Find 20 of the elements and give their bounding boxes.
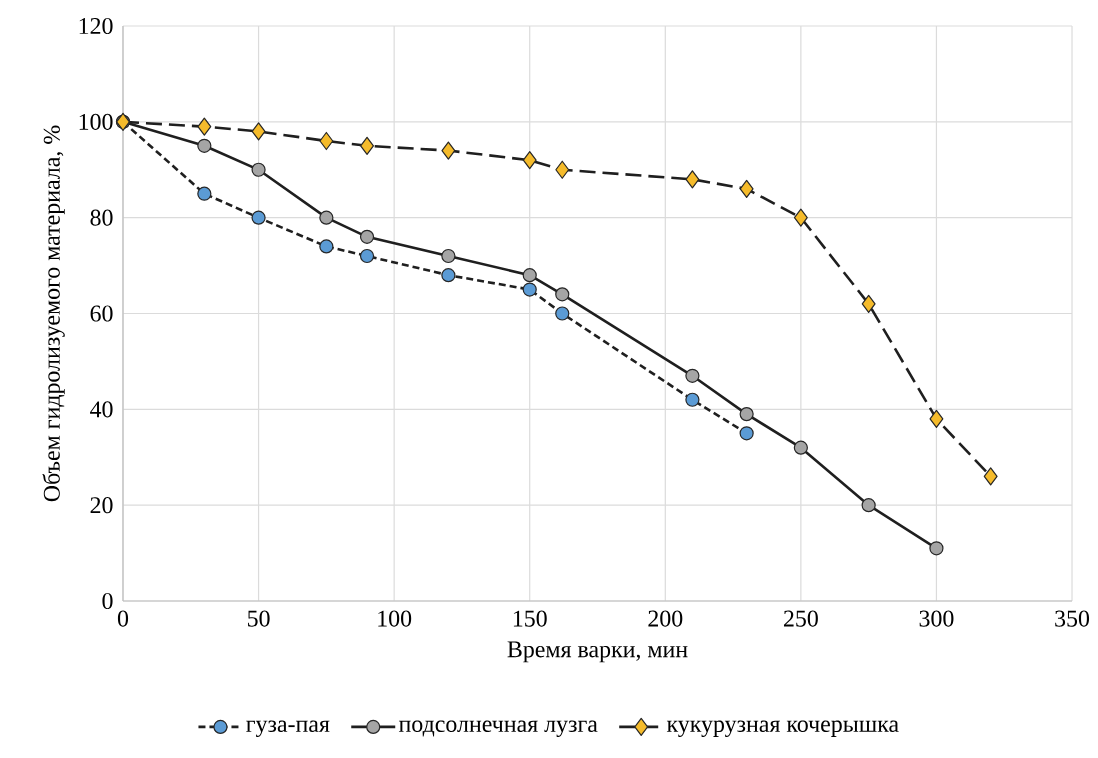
y-tick-label: 20 — [90, 497, 113, 514]
x-tick-label: 50 — [248, 610, 270, 627]
legend-label: кукурузная кочерышка — [666, 720, 899, 737]
y-tick-label: 100 — [79, 113, 113, 130]
x-axis-title: Время варки, мин — [507, 641, 688, 663]
legend-label: подсолнечная лузга — [398, 720, 598, 737]
y-tick-label: 120 — [79, 17, 113, 35]
x-tick-label: 150 — [513, 610, 547, 627]
legend-label: гуза-пая — [246, 720, 330, 737]
x-tick-label: 200 — [648, 610, 683, 627]
x-tick-label: 300 — [919, 610, 954, 627]
x-tick-label: 350 — [1055, 610, 1090, 627]
y-tick-label: 40 — [90, 401, 113, 418]
y-tick-label: 80 — [90, 209, 113, 226]
x-tick-label: 0 — [117, 610, 129, 627]
x-tick-label: 100 — [378, 610, 412, 627]
x-tick-label: 250 — [783, 610, 818, 627]
y-tick-label: 60 — [90, 305, 113, 322]
y-axis-title: Объем гидролизуемого материала, % — [42, 125, 65, 502]
y-tick-label: 0 — [102, 592, 113, 610]
